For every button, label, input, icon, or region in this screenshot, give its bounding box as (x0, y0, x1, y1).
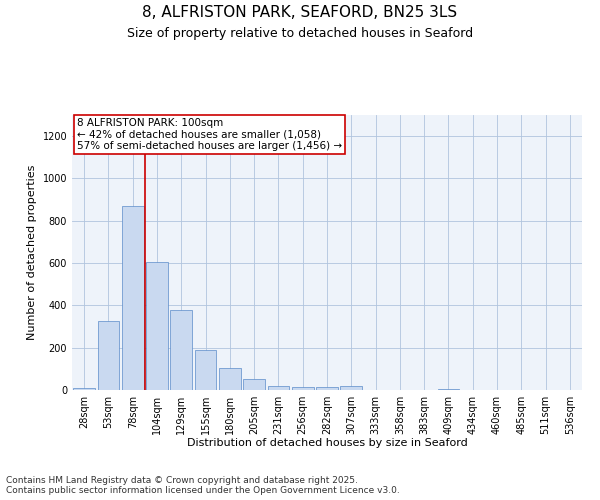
Bar (437, 389, 460, 390)
Text: 8, ALFRISTON PARK, SEAFORD, BN25 3LS: 8, ALFRISTON PARK, SEAFORD, BN25 3LS (142, 5, 458, 20)
Bar (73, 388, 95, 390)
Bar (170, 310, 192, 390)
Bar (292, 387, 314, 390)
Text: Contains HM Land Registry data © Crown copyright and database right 2025.
Contai: Contains HM Land Registry data © Crown c… (6, 476, 400, 495)
Bar (268, 386, 289, 390)
Bar (122, 206, 143, 390)
Bar (194, 350, 217, 390)
Bar (340, 386, 362, 390)
Bar (219, 368, 241, 390)
Bar (146, 262, 168, 390)
Text: Distribution of detached houses by size in Seaford: Distribution of detached houses by size … (187, 438, 467, 448)
Bar (316, 387, 338, 390)
Text: Size of property relative to detached houses in Seaford: Size of property relative to detached ho… (127, 28, 473, 40)
Bar (243, 380, 265, 390)
Bar (97, 322, 119, 390)
Text: 8 ALFRISTON PARK: 100sqm
← 42% of detached houses are smaller (1,058)
57% of sem: 8 ALFRISTON PARK: 100sqm ← 42% of detach… (77, 118, 342, 151)
Y-axis label: Number of detached properties: Number of detached properties (27, 165, 37, 340)
